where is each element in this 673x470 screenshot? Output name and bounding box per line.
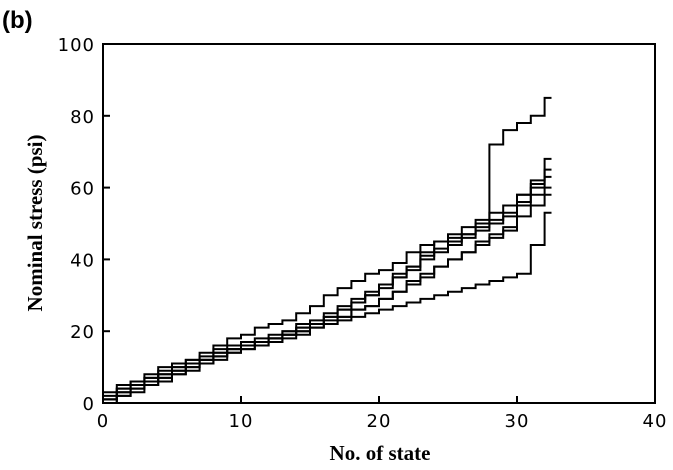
y-axis-ticks: 0 20 40 60 80 100 (58, 35, 110, 415)
x-tick-label: 0 (97, 411, 109, 432)
x-axis-ticks: 0 10 20 30 40 (97, 396, 668, 432)
y-tick-label: 20 (70, 322, 95, 343)
y-tick-label: 100 (58, 35, 95, 56)
y-tick-label: 40 (70, 250, 95, 271)
y-tick-label: 0 (83, 394, 95, 415)
panel-label: (b) (2, 7, 33, 34)
y-tick-label: 60 (70, 179, 95, 200)
plot-frame (102, 43, 656, 404)
x-tick-label: 10 (229, 411, 254, 432)
y-tick-label: 80 (70, 107, 95, 128)
x-axis-title: No. of state (330, 441, 431, 465)
x-tick-label: 40 (643, 411, 668, 432)
series-layer (103, 96, 552, 404)
series-line-1 (103, 96, 552, 404)
x-tick-label: 20 (367, 411, 392, 432)
series-line-7 (103, 211, 552, 401)
series-line-4 (103, 175, 552, 397)
series-line-6 (103, 193, 552, 404)
y-axis-title: Nominal stress (psi) (23, 135, 47, 312)
x-tick-label: 30 (505, 411, 530, 432)
series-line-2 (103, 157, 552, 394)
